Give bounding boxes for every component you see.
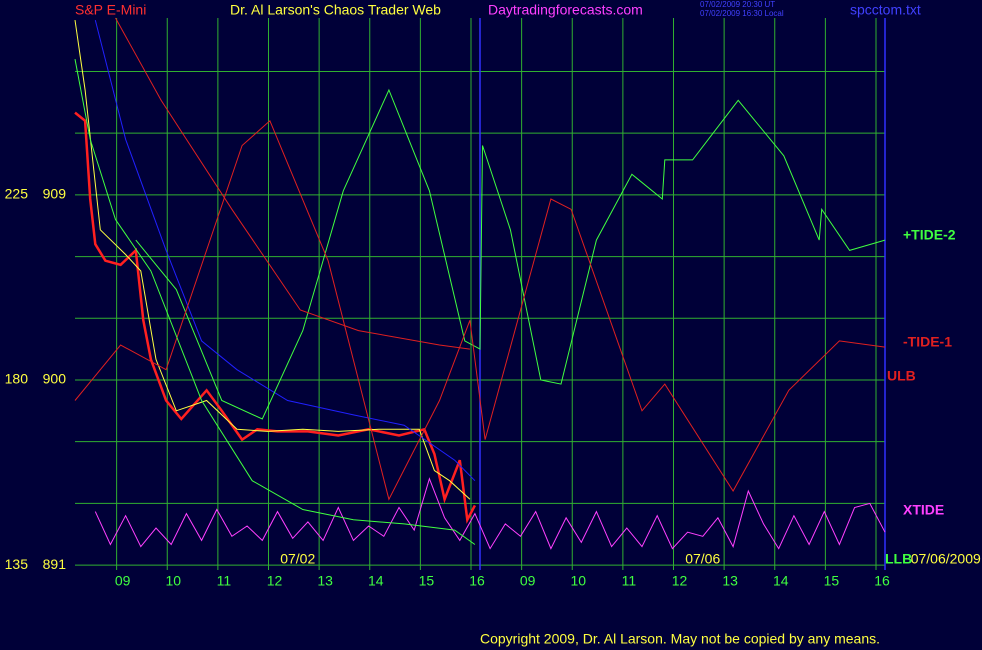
x-tick-label: 09 <box>115 573 131 589</box>
date-label: 07/02 <box>280 551 315 567</box>
series-line <box>74 111 477 524</box>
series-line <box>74 20 471 500</box>
x-tick-label: 11 <box>217 573 232 589</box>
x-tick-label: 15 <box>419 573 435 589</box>
date-label: 07/06 <box>685 551 720 567</box>
series-line <box>74 59 476 545</box>
legend-label: ULB <box>887 368 916 384</box>
legend-label: LLB <box>885 551 912 567</box>
legend-label: -TIDE-1 <box>903 334 952 350</box>
legend-label: +TIDE-2 <box>903 227 956 243</box>
legend-label: XTIDE <box>903 502 944 518</box>
x-tick-label: 11 <box>622 573 637 589</box>
x-tick-label: 10 <box>165 573 181 589</box>
site-label: Daytradingforecasts.com <box>488 2 643 18</box>
x-tick-label: 13 <box>722 573 738 589</box>
y2-tick-label: 225 <box>5 186 29 202</box>
x-tick-label: 16 <box>874 573 890 589</box>
x-tick-label: 14 <box>368 573 384 589</box>
timestamp: 07/02/2009 20:30 UT <box>700 0 775 9</box>
x-tick-label: 16 <box>469 573 485 589</box>
y-tick-label: 891 <box>43 556 67 572</box>
y2-tick-label: 135 <box>5 556 29 572</box>
copyright: Copyright 2009, Dr. Al Larson. May not b… <box>480 631 880 647</box>
y2-tick-label: 180 <box>5 371 29 387</box>
x-tick-label: 10 <box>570 573 586 589</box>
series-line <box>115 17 470 350</box>
date-label: 07/06/2009 <box>911 551 981 567</box>
x-tick-label: 13 <box>317 573 333 589</box>
file-label: spcctom.txt <box>850 2 921 18</box>
x-tick-label: 12 <box>267 573 283 589</box>
chart-title: Dr. Al Larson's Chaos Trader Web <box>230 2 441 18</box>
x-tick-label: 14 <box>773 573 789 589</box>
series-line <box>135 88 886 420</box>
y-tick-label: 909 <box>43 186 67 202</box>
series-line <box>94 19 476 482</box>
y-tick-label: 900 <box>43 371 67 387</box>
series-line <box>94 477 886 550</box>
x-tick-label: 09 <box>520 573 536 589</box>
x-tick-label: 15 <box>824 573 840 589</box>
x-tick-label: 12 <box>672 573 688 589</box>
timestamp: 07/02/2009 16:30 Local <box>700 9 784 18</box>
series-line <box>74 119 886 501</box>
instrument-label: S&P E-Mini <box>75 2 146 18</box>
